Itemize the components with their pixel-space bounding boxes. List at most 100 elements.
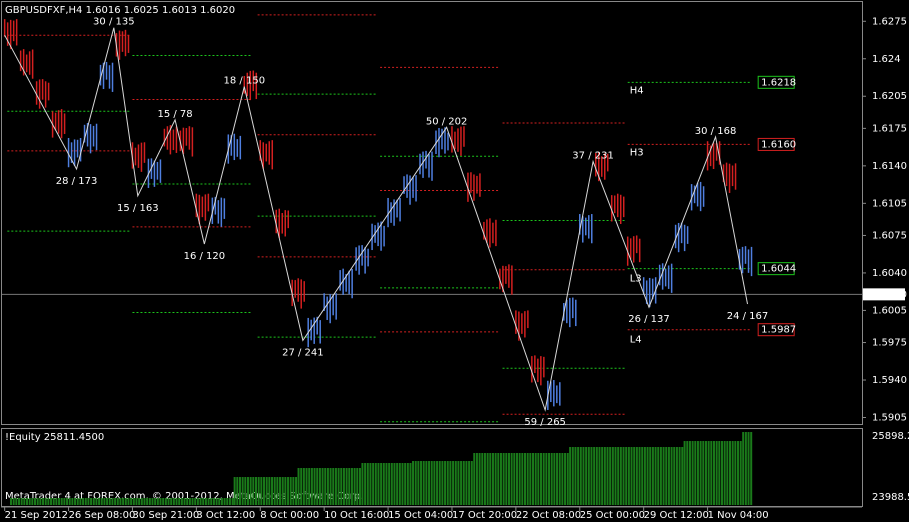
equity-bar — [108, 498, 111, 505]
zigzag-label: 15 / 78 — [157, 109, 192, 120]
equity-bar — [273, 477, 276, 505]
equity-bar — [414, 461, 417, 505]
equity-bar — [60, 498, 63, 505]
equity-bar — [180, 498, 183, 505]
equity-bar — [587, 446, 590, 505]
equity-bar — [287, 477, 290, 505]
equity-bar — [422, 461, 425, 505]
equity-bar — [388, 462, 391, 505]
equity-bar — [433, 461, 436, 505]
equity-bar — [747, 432, 750, 505]
equity-bar — [263, 477, 266, 505]
equity-bar — [497, 452, 500, 505]
equity-bar — [646, 446, 649, 505]
equity-bar — [170, 498, 173, 505]
equity-bar — [36, 498, 39, 505]
equity-bar — [31, 498, 34, 505]
equity-bar — [284, 477, 287, 505]
zigzag-label: 59 / 265 — [524, 417, 566, 428]
equity-bar — [470, 461, 473, 505]
equity-bar — [494, 452, 497, 505]
equity-bar — [223, 498, 226, 505]
equity-bar — [76, 498, 79, 505]
equity-bar — [566, 452, 569, 505]
zigzag-label: 24 / 167 — [727, 311, 769, 322]
equity-bar — [438, 461, 441, 505]
equity-bar — [207, 498, 210, 505]
equity-bar — [202, 498, 205, 505]
equity-bar — [260, 477, 263, 505]
equity-bar — [553, 452, 556, 505]
equity-bar — [521, 452, 524, 505]
equity-bar — [241, 477, 244, 505]
last-price-box — [863, 288, 905, 301]
x-tick-label: 1 Nov 04:00 — [708, 510, 769, 521]
equity-bar — [625, 446, 628, 505]
equity-bar — [579, 446, 582, 505]
equity-bar — [350, 468, 353, 505]
equity-bar — [542, 452, 545, 505]
equity-bar — [297, 468, 300, 505]
equity-bar — [457, 461, 460, 505]
equity-bar — [353, 468, 356, 505]
y-tick-label: 1.624 — [872, 54, 901, 65]
equity-bar — [401, 462, 404, 505]
equity-bar — [710, 441, 713, 505]
equity-bar — [337, 468, 340, 505]
equity-bar — [614, 446, 617, 505]
equity-bar — [265, 477, 268, 505]
equity-title: !Equity 25811.4500 — [5, 432, 104, 443]
pivot-box — [757, 262, 795, 276]
equity-bar — [675, 446, 678, 505]
equity-bar — [276, 477, 279, 505]
equity-bar — [39, 498, 42, 505]
equity-bar — [696, 441, 699, 505]
equity-bar — [364, 462, 367, 505]
equity-bar — [564, 452, 567, 505]
y-tick-label: 1.6040 — [872, 268, 907, 279]
pivot-value: 1.6218 — [761, 77, 796, 88]
equity-bar — [739, 441, 742, 505]
equity-bar — [571, 446, 574, 505]
equity-bar — [252, 477, 255, 505]
main-frame — [1, 1, 863, 425]
equity-bar — [532, 452, 535, 505]
equity-bar — [707, 441, 710, 505]
equity-bar — [638, 446, 641, 505]
equity-bar — [55, 498, 58, 505]
equity-bar — [657, 446, 660, 505]
equity-bar — [460, 461, 463, 505]
equity-bar — [505, 452, 508, 505]
equity-bar — [281, 477, 284, 505]
equity-bar — [720, 441, 723, 505]
equity-bar — [678, 446, 681, 505]
pivot-box — [757, 323, 795, 337]
equity-bar — [510, 452, 513, 505]
zigzag-label: 16 / 120 — [184, 251, 226, 262]
equity-bar — [159, 498, 162, 505]
equity-tick-label: 23988.56 — [872, 492, 909, 503]
equity-bar — [302, 468, 305, 505]
equity-bar — [156, 498, 159, 505]
equity-bar — [148, 498, 151, 505]
equity-bar — [34, 498, 37, 505]
equity-bar — [52, 498, 55, 505]
equity-bar — [305, 468, 308, 505]
equity-bar — [454, 461, 457, 505]
equity-bar — [116, 498, 119, 505]
equity-bar — [523, 452, 526, 505]
equity-bar — [186, 498, 189, 505]
equity-bar — [233, 477, 236, 505]
equity-bar — [633, 446, 636, 505]
equity-bar — [271, 477, 274, 505]
equity-bar — [348, 468, 351, 505]
equity-bar — [71, 498, 74, 505]
equity-bar — [491, 452, 494, 505]
equity-bar — [617, 446, 620, 505]
pivot-name: L4 — [630, 335, 642, 346]
equity-bar — [651, 446, 654, 505]
equity-bar — [47, 498, 50, 505]
equity-bar — [316, 468, 319, 505]
equity-bar — [244, 477, 247, 505]
